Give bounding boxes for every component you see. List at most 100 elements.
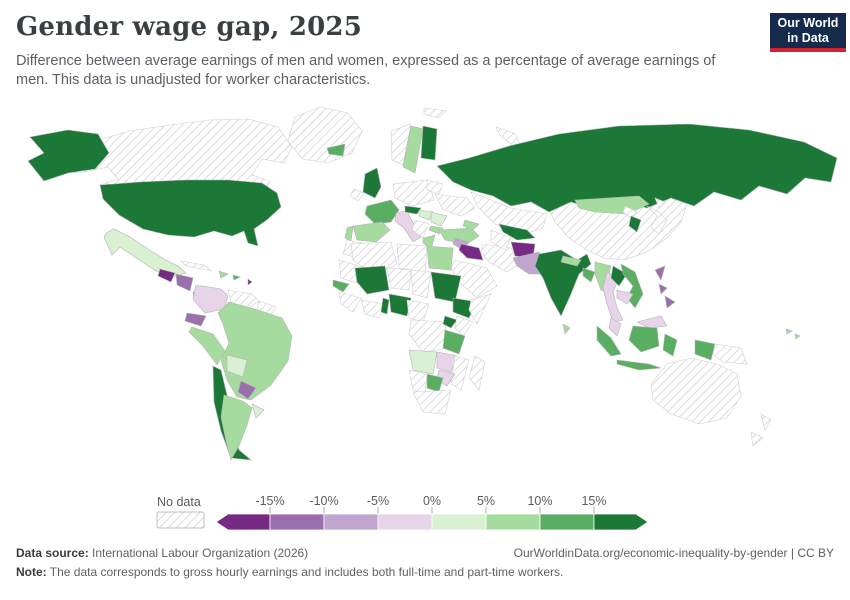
country-senegal[interactable] (332, 279, 350, 293)
legend-bin-0[interactable] (215, 513, 271, 531)
country-russia[interactable] (436, 123, 838, 213)
country-alaska[interactable] (27, 129, 110, 182)
country-kazakhstan[interactable] (470, 191, 548, 237)
country-mali[interactable] (354, 265, 390, 295)
country-portugal[interactable] (344, 225, 354, 243)
country-uruguay[interactable] (251, 403, 265, 419)
country-cambodia[interactable] (616, 289, 634, 305)
country-papua-new-guinea[interactable] (712, 343, 748, 365)
country-nepal[interactable] (560, 255, 582, 267)
country-turkey[interactable] (438, 227, 480, 245)
country-sudan[interactable] (430, 271, 462, 303)
country-azerbaijan[interactable] (462, 219, 480, 231)
country-italy[interactable] (394, 210, 422, 243)
country-indonesia[interactable] (596, 325, 716, 371)
country-uk[interactable] (362, 167, 382, 199)
no-data-label: No data (157, 495, 201, 509)
country-cuba[interactable] (180, 260, 213, 272)
owid-logo[interactable]: Our World in Data (770, 13, 846, 52)
country-namibia[interactable] (408, 369, 428, 395)
country-svalbard[interactable] (423, 107, 447, 119)
country-libya[interactable] (396, 243, 428, 273)
country-brazil[interactable] (217, 301, 293, 401)
country-peru[interactable] (188, 326, 226, 366)
data-source-label: Data source: (16, 546, 89, 560)
country-drc[interactable] (408, 319, 450, 353)
country-bangladesh[interactable] (582, 267, 596, 283)
country-iceland[interactable] (326, 143, 346, 157)
country-somalia[interactable] (468, 293, 492, 325)
country-greenland[interactable] (287, 106, 363, 164)
country-zambia[interactable] (436, 351, 458, 373)
country-tanzania[interactable] (442, 329, 466, 355)
country-ireland[interactable] (349, 188, 365, 202)
legend-tick-label: 15% (581, 494, 606, 508)
country-angola[interactable] (408, 349, 438, 375)
country-uganda[interactable] (442, 315, 458, 329)
country-france[interactable] (364, 199, 400, 225)
country-chad[interactable] (410, 269, 432, 299)
country-guatemala[interactable] (157, 268, 176, 283)
country-new-zealand[interactable] (750, 413, 772, 447)
country-egypt[interactable] (426, 245, 454, 271)
country-bolivia[interactable] (226, 354, 248, 378)
country-usa[interactable] (99, 179, 282, 247)
country-guinea[interactable] (338, 291, 362, 313)
country-hungary[interactable] (418, 209, 434, 221)
country-dominican-republic[interactable] (218, 270, 229, 279)
country-kenya[interactable] (454, 315, 474, 337)
country-fiji[interactable] (785, 328, 801, 340)
page-title: Gender wage gap, 2025 (16, 12, 362, 42)
legend-bin-1[interactable] (269, 513, 325, 531)
country-australia[interactable] (650, 357, 742, 425)
legend-bin-7[interactable] (593, 513, 649, 531)
country-ukraine[interactable] (434, 193, 476, 217)
country-paraguay[interactable] (237, 380, 257, 400)
country-nigeria[interactable] (388, 293, 412, 317)
country-japan[interactable] (646, 197, 668, 235)
legend-bin-6[interactable] (539, 513, 595, 531)
country-central-europe[interactable] (392, 179, 435, 207)
country-venezuela[interactable] (227, 289, 260, 310)
no-data-swatch[interactable] (156, 511, 205, 529)
legend-bin-4[interactable] (431, 513, 487, 531)
country-ecuador[interactable] (184, 312, 207, 327)
chart-footer: Data source: International Labour Organi… (16, 546, 834, 579)
legend-bin-2[interactable] (323, 513, 379, 531)
country-spain[interactable] (352, 221, 391, 243)
country-madagascar[interactable] (468, 355, 486, 391)
country-ghana-ivory-coast[interactable] (360, 299, 386, 319)
country-south-africa[interactable] (412, 389, 452, 415)
country-iraq[interactable] (458, 243, 484, 261)
country-austria[interactable] (404, 205, 422, 215)
legend-bin-5[interactable] (485, 513, 541, 531)
country-puerto-rico[interactable] (232, 274, 241, 281)
country-south-korea[interactable] (628, 215, 642, 233)
map-legend: No data -15% -10% -5% 0% 5% 10% 15% (156, 494, 649, 531)
country-finland[interactable] (420, 125, 438, 161)
country-cameroon-car[interactable] (406, 299, 430, 323)
country-sri-lanka[interactable] (562, 323, 571, 335)
country-benin[interactable] (380, 297, 390, 315)
country-lesser-antilles[interactable] (247, 278, 253, 286)
country-turkmenistan[interactable] (490, 229, 512, 251)
country-chile[interactable] (212, 365, 252, 461)
country-norway[interactable] (390, 123, 412, 166)
country-argentina[interactable] (220, 394, 253, 461)
country-vietnam[interactable] (620, 263, 644, 309)
country-mexico[interactable] (103, 228, 187, 278)
country-sweden[interactable] (402, 125, 424, 174)
country-uzbekistan[interactable] (498, 223, 536, 241)
legend-bin-3[interactable] (377, 513, 433, 531)
country-malaysia[interactable] (608, 315, 668, 337)
data-source-text: International Labour Organization (2026) (88, 546, 309, 560)
country-iran[interactable] (480, 243, 520, 273)
legend-tick-label: -10% (309, 494, 338, 508)
country-romania[interactable] (430, 211, 448, 227)
country-honduras-nicaragua[interactable] (175, 273, 194, 292)
country-baltics[interactable] (426, 179, 444, 195)
country-philippines[interactable] (654, 265, 676, 309)
country-bulgaria[interactable] (428, 225, 444, 235)
country-niger[interactable] (386, 267, 412, 291)
attribution-link[interactable]: OurWorldinData.org/economic-inequality-b… (513, 546, 834, 560)
